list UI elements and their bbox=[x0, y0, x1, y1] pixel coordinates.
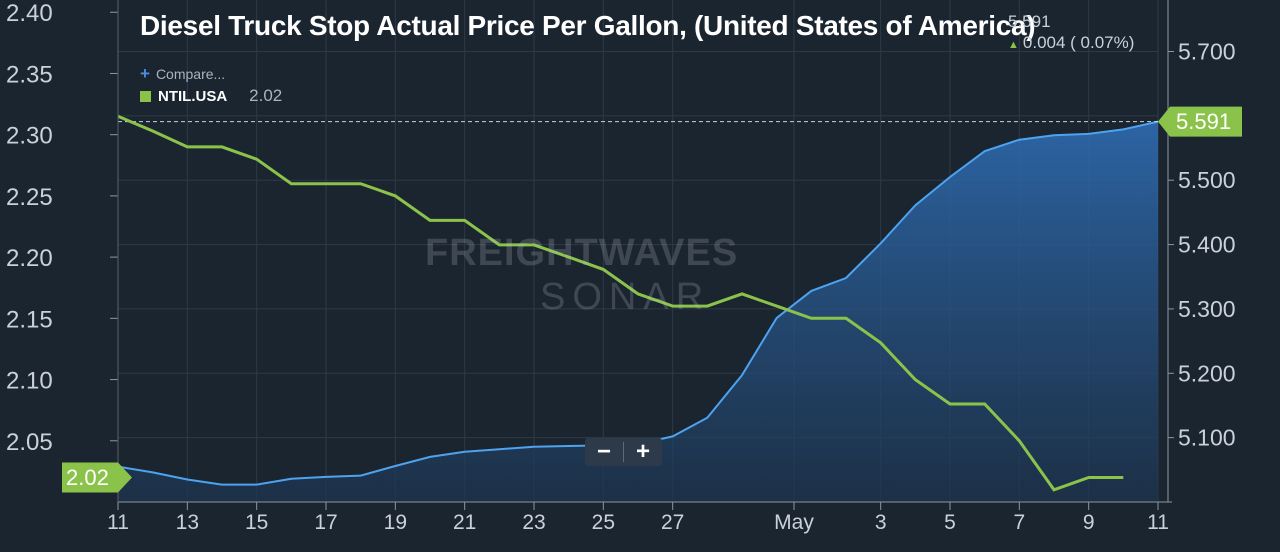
right-tick-label: 5.700 bbox=[1178, 38, 1236, 64]
left-tick-label: 2.40 bbox=[6, 0, 53, 27]
legend-swatch bbox=[140, 90, 151, 102]
last-value: 5.591 bbox=[1008, 12, 1051, 31]
legend-item-ntil[interactable]: NTIL.USA 2.02 bbox=[140, 86, 282, 106]
right-tick-label: 5.400 bbox=[1178, 232, 1236, 258]
legend-name: NTIL.USA bbox=[158, 87, 228, 105]
zoom-out-button[interactable]: − bbox=[596, 438, 611, 465]
left-tick-label: 2.10 bbox=[6, 368, 53, 395]
left-tick-label: 2.20 bbox=[6, 245, 53, 272]
watermark-sonar: SONAR bbox=[540, 276, 711, 318]
x-tick-label: 27 bbox=[661, 511, 684, 534]
zoom-divider bbox=[623, 442, 624, 462]
left-tick-label: 2.05 bbox=[6, 429, 53, 456]
left-tick-label: 2.30 bbox=[6, 123, 53, 150]
change-indicator: ▲ 0.004 ( 0.07%) bbox=[1008, 33, 1134, 53]
right-tick-label: 5.200 bbox=[1178, 360, 1236, 386]
left-badge-value: 2.02 bbox=[66, 464, 109, 490]
right-tick-label: 5.100 bbox=[1178, 425, 1236, 451]
x-tick-label: 9 bbox=[1083, 511, 1095, 534]
left-tick-label: 2.25 bbox=[6, 184, 53, 211]
x-tick-label: 19 bbox=[384, 511, 407, 534]
right-value-badge bbox=[1158, 106, 1242, 137]
x-tick-label: 11 bbox=[1147, 511, 1169, 534]
value-badges bbox=[62, 106, 1242, 493]
zoom-in-button[interactable]: + bbox=[635, 438, 650, 465]
change-text: 0.004 ( 0.07%) bbox=[1022, 33, 1135, 52]
plus-icon: + bbox=[140, 64, 150, 83]
x-tick-label: 13 bbox=[176, 511, 199, 534]
x-tick-label: 7 bbox=[1013, 511, 1025, 534]
x-tick-label: 25 bbox=[592, 511, 615, 534]
zoom-controls: − + bbox=[585, 438, 662, 466]
right-tick-label: 5.500 bbox=[1178, 167, 1236, 193]
ntil-line bbox=[117, 114, 1124, 492]
price-area-fill bbox=[118, 121, 1158, 502]
x-tick-label: 15 bbox=[245, 511, 268, 534]
left-tick-label: 2.35 bbox=[6, 61, 53, 88]
x-tick-label: 3 bbox=[875, 511, 887, 534]
x-tick-label: May bbox=[774, 511, 814, 534]
up-arrow-icon: ▲ bbox=[1008, 39, 1019, 51]
x-tick-label: 23 bbox=[522, 511, 545, 534]
left-value-badge bbox=[62, 462, 132, 493]
right-badge-value: 5.591 bbox=[1176, 108, 1232, 134]
x-tick-label: 21 bbox=[453, 511, 476, 534]
compare-button[interactable]: + Compare... bbox=[140, 64, 225, 84]
x-tick-label: 17 bbox=[314, 511, 337, 534]
x-tick-label: 11 bbox=[107, 511, 129, 534]
legend-value: 2.02 bbox=[249, 86, 283, 105]
price-area-layer bbox=[118, 121, 1158, 502]
watermark-freightwaves: FREIGHTWAVES bbox=[425, 232, 739, 274]
chart-title: Diesel Truck Stop Actual Price Per Gallo… bbox=[140, 10, 1036, 41]
compare-label: Compare... bbox=[155, 66, 226, 82]
right-tick-label: 5.300 bbox=[1178, 296, 1236, 322]
x-tick-label: 5 bbox=[944, 511, 956, 534]
left-tick-label: 2.15 bbox=[6, 306, 53, 333]
